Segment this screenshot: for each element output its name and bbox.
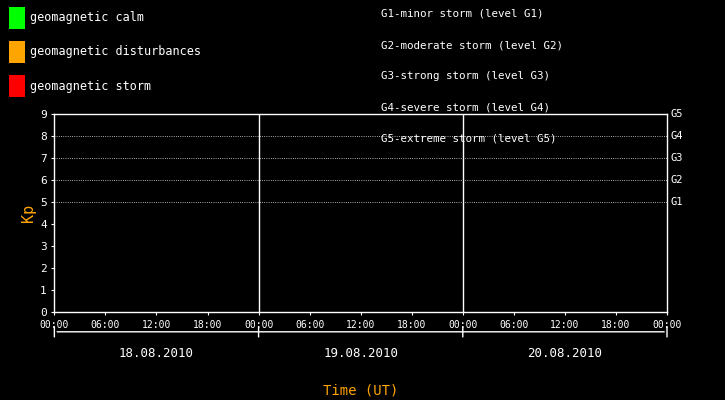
- Text: G5: G5: [671, 109, 683, 119]
- Text: G1-minor storm (level G1): G1-minor storm (level G1): [381, 9, 543, 19]
- Text: G3-strong storm (level G3): G3-strong storm (level G3): [381, 72, 550, 82]
- Y-axis label: Kp: Kp: [21, 204, 36, 222]
- Text: G2: G2: [671, 175, 683, 185]
- Text: 18.08.2010: 18.08.2010: [119, 347, 194, 360]
- Text: geomagnetic disturbances: geomagnetic disturbances: [30, 46, 202, 58]
- Text: G2-moderate storm (level G2): G2-moderate storm (level G2): [381, 40, 563, 50]
- Text: G4: G4: [671, 131, 683, 141]
- Text: G3: G3: [671, 153, 683, 163]
- Text: geomagnetic calm: geomagnetic calm: [30, 12, 144, 24]
- Text: G4-severe storm (level G4): G4-severe storm (level G4): [381, 103, 550, 113]
- Text: 20.08.2010: 20.08.2010: [527, 347, 602, 360]
- Text: geomagnetic storm: geomagnetic storm: [30, 80, 152, 92]
- Text: G1: G1: [671, 197, 683, 207]
- Text: Time (UT): Time (UT): [323, 383, 398, 397]
- Text: G5-extreme storm (level G5): G5-extreme storm (level G5): [381, 134, 556, 144]
- Text: 19.08.2010: 19.08.2010: [323, 347, 398, 360]
